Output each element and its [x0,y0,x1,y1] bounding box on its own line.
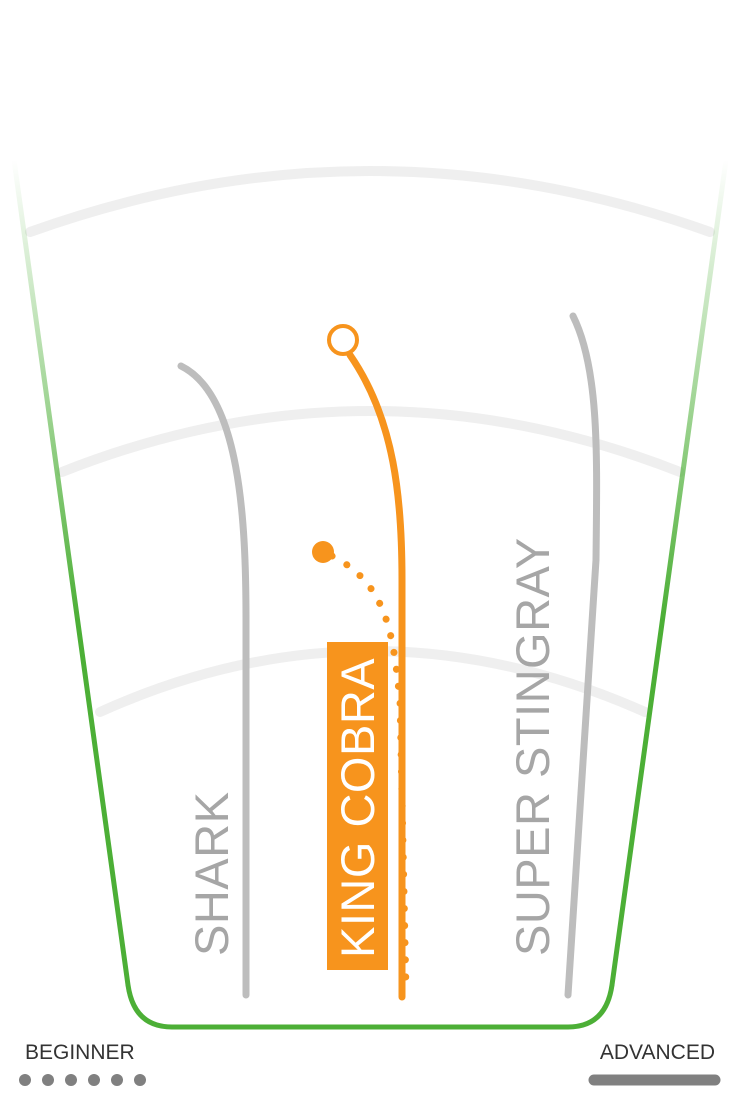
scale-dot [42,1074,54,1086]
king-cobra-trajectory [346,351,406,1001]
beginner-dots [19,1074,146,1086]
shark-label: SHARK [185,792,238,956]
king-cobra-label: KING COBRA [331,658,384,958]
scale-dot [111,1074,123,1086]
super-stingray-trajectory [564,312,601,999]
range-arc-middle [57,406,685,477]
scale-dot [134,1074,146,1086]
king-cobra-dotted-start-dot [312,541,334,563]
advanced-label: ADVANCED [600,1041,715,1064]
scale-dot [19,1074,31,1086]
container-wall-left [11,157,131,988]
super-stingray-label: SUPER STINGRAY [506,537,559,956]
scale-dot [88,1074,100,1086]
container-base [125,984,615,1030]
shark-trajectory [177,362,250,999]
range-arc-top [25,166,715,237]
scale-dot [65,1074,77,1086]
king-cobra-label-box [327,642,388,970]
container-wall-right [609,157,729,988]
beginner-label: BEGINNER [25,1041,135,1064]
king-cobra-start-circle [327,324,359,356]
